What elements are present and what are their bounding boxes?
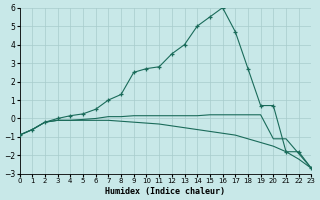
X-axis label: Humidex (Indice chaleur): Humidex (Indice chaleur) <box>106 187 226 196</box>
